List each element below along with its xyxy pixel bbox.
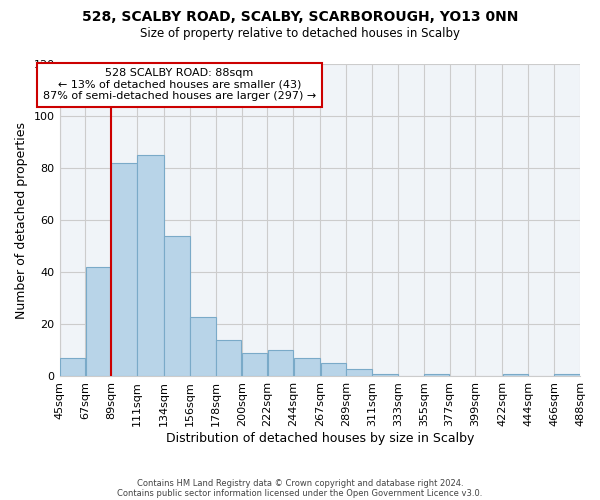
- Bar: [268, 350, 293, 376]
- Bar: [164, 236, 190, 376]
- Bar: [112, 163, 137, 376]
- Bar: [373, 374, 398, 376]
- Bar: [320, 364, 346, 376]
- Bar: [216, 340, 241, 376]
- Bar: [60, 358, 85, 376]
- Bar: [293, 358, 320, 376]
- Bar: [346, 368, 372, 376]
- Bar: [554, 374, 580, 376]
- Text: Contains HM Land Registry data © Crown copyright and database right 2024.: Contains HM Land Registry data © Crown c…: [137, 478, 463, 488]
- Bar: [190, 316, 215, 376]
- Text: 528, SCALBY ROAD, SCALBY, SCARBOROUGH, YO13 0NN: 528, SCALBY ROAD, SCALBY, SCARBOROUGH, Y…: [82, 10, 518, 24]
- Bar: [503, 374, 528, 376]
- Bar: [86, 267, 111, 376]
- Y-axis label: Number of detached properties: Number of detached properties: [15, 122, 28, 318]
- Bar: [242, 353, 267, 376]
- Text: Contains public sector information licensed under the Open Government Licence v3: Contains public sector information licen…: [118, 488, 482, 498]
- Bar: [137, 155, 164, 376]
- Text: Size of property relative to detached houses in Scalby: Size of property relative to detached ho…: [140, 28, 460, 40]
- X-axis label: Distribution of detached houses by size in Scalby: Distribution of detached houses by size …: [166, 432, 474, 445]
- Bar: [424, 374, 449, 376]
- Text: 528 SCALBY ROAD: 88sqm
← 13% of detached houses are smaller (43)
87% of semi-det: 528 SCALBY ROAD: 88sqm ← 13% of detached…: [43, 68, 316, 102]
